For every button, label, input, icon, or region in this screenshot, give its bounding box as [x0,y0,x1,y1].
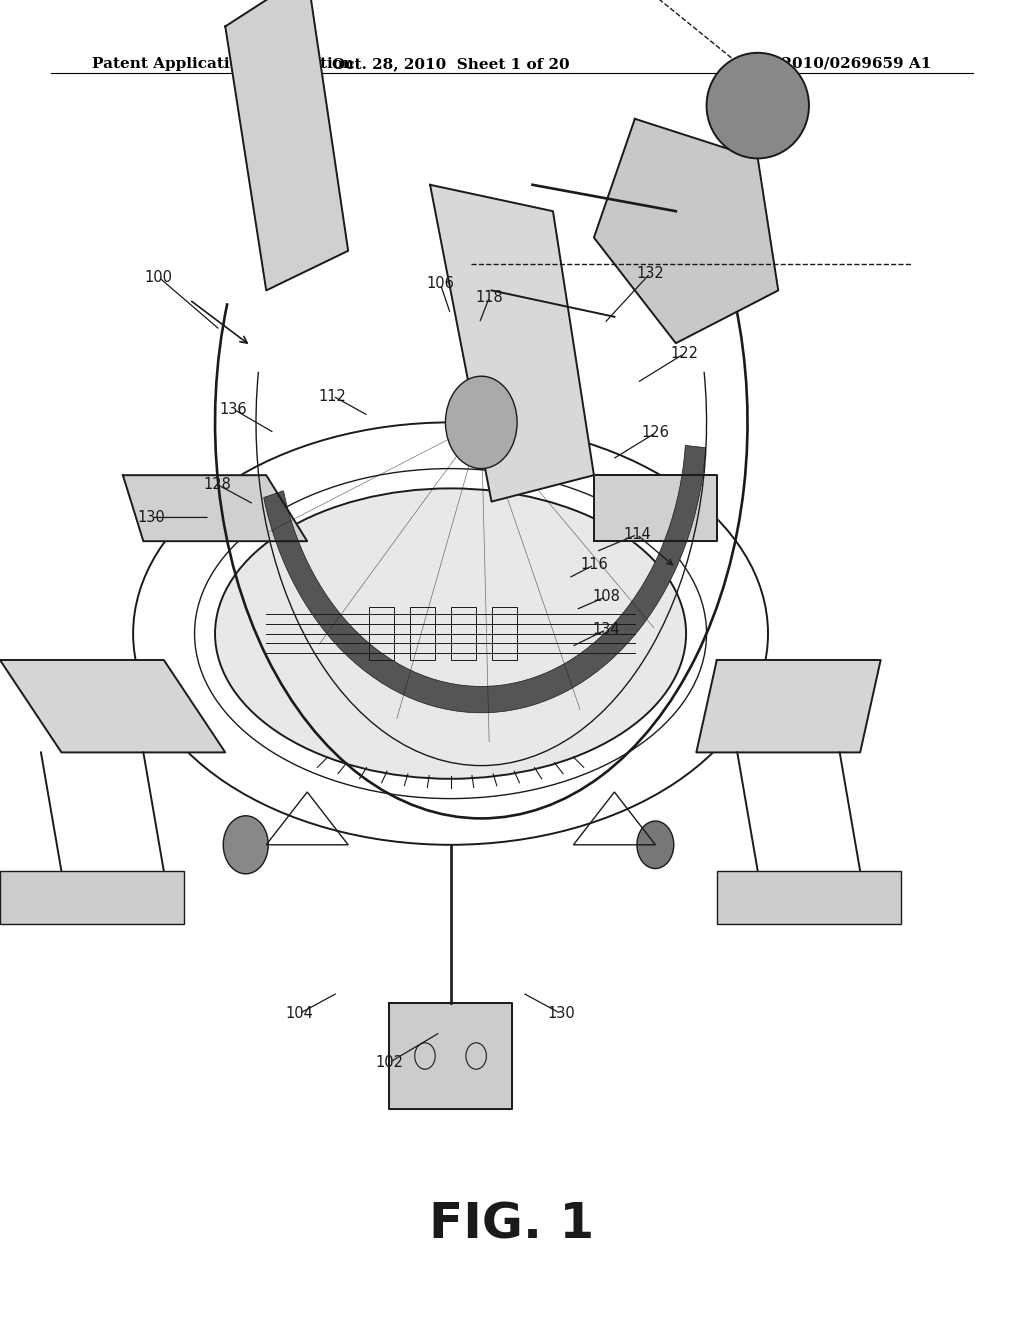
Text: 130: 130 [137,510,166,525]
Polygon shape [123,475,307,541]
Text: FIG. 1: FIG. 1 [429,1201,595,1249]
Text: 102: 102 [375,1055,403,1071]
Text: 126: 126 [641,425,670,441]
Text: 100: 100 [144,269,173,285]
Circle shape [223,816,268,874]
Text: 134: 134 [593,622,620,638]
Polygon shape [430,185,594,502]
Bar [451,607,476,660]
Polygon shape [594,119,778,343]
Polygon shape [696,660,881,752]
Text: 114: 114 [623,527,651,543]
Polygon shape [594,475,717,541]
Text: 108: 108 [592,589,621,605]
Text: Oct. 28, 2010  Sheet 1 of 20: Oct. 28, 2010 Sheet 1 of 20 [332,57,569,71]
Bar [0,871,184,924]
Bar [492,607,517,660]
Wedge shape [263,445,706,713]
Text: 132: 132 [636,265,665,281]
Text: 122: 122 [670,346,698,362]
Text: 130: 130 [547,1006,575,1022]
Text: 112: 112 [318,388,347,404]
Text: US 2010/0269659 A1: US 2010/0269659 A1 [753,57,932,71]
Ellipse shape [707,53,809,158]
Bar [410,607,435,660]
Text: 106: 106 [426,276,455,292]
Polygon shape [389,1003,512,1109]
Text: 118: 118 [475,289,504,305]
Text: 116: 116 [580,557,608,573]
Text: 104: 104 [285,1006,313,1022]
Circle shape [445,376,517,469]
Bar [369,607,394,660]
Text: Patent Application Publication: Patent Application Publication [92,57,354,71]
Polygon shape [225,0,348,290]
Bar [717,871,901,924]
Text: 128: 128 [203,477,231,492]
Text: 136: 136 [220,401,247,417]
Circle shape [637,821,674,869]
Polygon shape [0,660,225,752]
Ellipse shape [215,488,686,779]
